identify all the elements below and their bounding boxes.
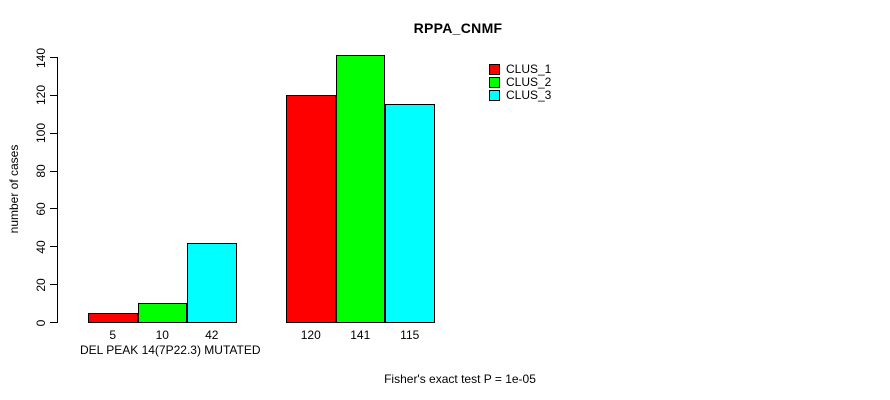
bar-value-label: 115 <box>400 328 420 342</box>
bar-value-label: 5 <box>109 328 117 342</box>
y-tick-label: 140 <box>34 47 48 68</box>
bar-clus_1-group-1 <box>88 312 138 323</box>
footnote-pvalue: Fisher's exact test P = 1e-05 <box>384 372 536 386</box>
legend-swatch-clus-1 <box>489 63 500 75</box>
bar-clus_1-group-2 <box>286 94 336 323</box>
legend-item-clus-1: CLUS_1 <box>489 62 552 76</box>
bar-clus_3-group-1 <box>187 242 237 323</box>
y-tick-mark <box>50 208 57 210</box>
y-tick-mark <box>50 94 57 96</box>
bar-clus_2-group-1 <box>137 303 187 323</box>
legend-item-clus-3: CLUS_3 <box>489 88 552 102</box>
y-tick-label: 20 <box>34 277 48 292</box>
y-tick-label: 100 <box>34 123 48 144</box>
y-tick-mark <box>50 170 57 172</box>
legend-swatch-clus-2 <box>489 76 500 88</box>
legend: CLUS_1 CLUS_2 CLUS_3 <box>489 62 552 102</box>
bar-clus_3-group-2 <box>385 104 435 323</box>
y-tick-label: 0 <box>34 319 48 326</box>
legend-item-clus-2: CLUS_2 <box>489 75 552 89</box>
y-tick-mark <box>50 132 57 134</box>
y-axis-label: number of cases <box>7 144 21 234</box>
chart-title: RPPA_CNMF <box>413 20 503 36</box>
legend-label-clus-3: CLUS_3 <box>506 88 552 102</box>
bar-clus_2-group-2 <box>335 55 385 323</box>
y-tick-label: 80 <box>34 164 48 178</box>
legend-label-clus-1: CLUS_1 <box>506 62 552 76</box>
y-tick-label: 120 <box>34 85 48 106</box>
bar-value-label: 120 <box>300 328 321 342</box>
bar-value-label: 42 <box>205 328 219 342</box>
y-axis-line <box>57 57 58 323</box>
bar-value-label: 141 <box>350 328 371 342</box>
y-tick-mark <box>50 284 57 286</box>
x-axis-group-label: DEL PEAK 14(7P22.3) MUTATED <box>79 343 261 357</box>
bar-value-label: 10 <box>155 328 169 342</box>
y-tick-label: 40 <box>34 240 48 254</box>
legend-label-clus-2: CLUS_2 <box>506 75 552 89</box>
y-tick-label: 60 <box>34 202 48 216</box>
y-tick-mark <box>50 246 57 248</box>
y-tick-mark <box>50 57 57 58</box>
legend-swatch-clus-3 <box>489 89 500 101</box>
y-tick-mark <box>50 322 57 323</box>
